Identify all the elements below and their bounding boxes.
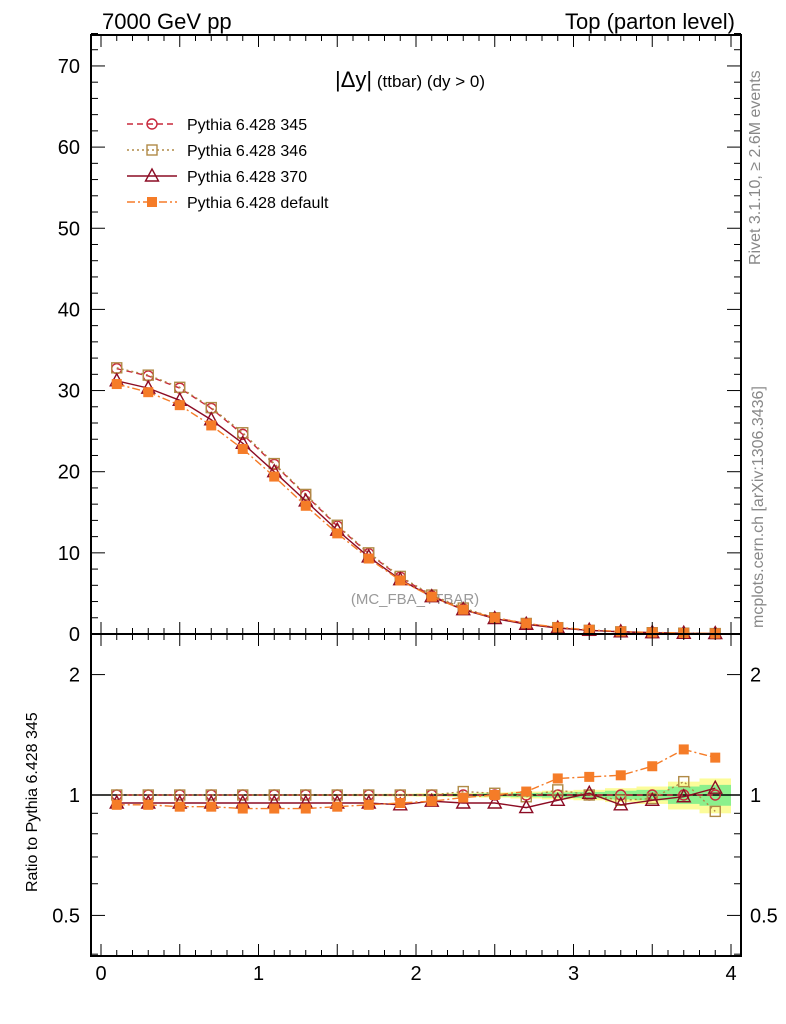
data-point	[144, 167, 160, 182]
data-point	[332, 801, 343, 812]
data-point	[300, 803, 311, 814]
data-point	[426, 591, 437, 602]
y-tick-label-main: 40	[58, 299, 80, 321]
x-tick-label: 1	[253, 963, 264, 985]
data-point	[174, 789, 186, 801]
rivet-version-label: Rivet 3.1.10, ≥ 2.6M events	[747, 70, 764, 265]
data-point	[458, 792, 469, 803]
x-tick-label: 0	[95, 963, 106, 985]
y-tick-label-main: 50	[58, 218, 80, 240]
y-tick-label-ratio-right: 2	[750, 665, 761, 687]
y-tick-label-ratio: 0.5	[52, 905, 80, 927]
data-point	[458, 604, 469, 615]
y-tick-label-main: 20	[58, 462, 80, 484]
y-tick-label-main: 0	[69, 624, 80, 646]
data-point	[363, 553, 374, 564]
data-point	[146, 118, 158, 130]
data-point	[521, 618, 532, 629]
data-point	[550, 791, 566, 806]
data-point	[147, 197, 157, 207]
data-point	[426, 796, 437, 807]
data-point	[710, 752, 721, 763]
data-point	[707, 779, 723, 794]
series-line	[116, 787, 716, 809]
y-tick-label-main: 60	[58, 137, 80, 159]
data-point	[584, 771, 595, 782]
data-point	[613, 796, 629, 811]
y-tick-label-ratio: 2	[69, 665, 80, 687]
x-tick-label: 3	[568, 963, 579, 985]
x-tick-label: 2	[410, 963, 421, 985]
data-point	[487, 794, 503, 809]
data-point	[581, 784, 597, 799]
y-tick-label-ratio-right: 1	[750, 785, 761, 807]
mcplots-credit-label: mcplots.cern.ch [arXiv:1306.3436]	[750, 386, 767, 628]
header-right: Top (parton level)	[565, 9, 735, 34]
data-point	[237, 803, 248, 814]
data-point	[237, 789, 249, 801]
data-point	[552, 784, 564, 796]
data-point	[615, 770, 626, 781]
data-point	[678, 744, 689, 755]
data-point	[206, 420, 217, 431]
data-point	[268, 789, 280, 801]
data-point	[521, 786, 532, 797]
ratio-uncertainty-bands	[101, 778, 731, 814]
data-point	[489, 790, 500, 800]
data-point	[146, 144, 158, 156]
data-point	[647, 761, 658, 772]
legend-label: Pythia 6.428 default	[187, 195, 329, 212]
header-left: 7000 GeV pp	[102, 9, 232, 34]
x-tick-label: 4	[725, 963, 736, 985]
data-point	[395, 575, 406, 586]
data-point	[644, 791, 660, 806]
legend-label: Pythia 6.428 345	[187, 117, 307, 134]
y-tick-label-main: 70	[58, 56, 80, 78]
y-tick-label-ratio-right: 0.5	[750, 905, 778, 927]
data-point	[518, 799, 534, 814]
data-point	[269, 803, 280, 814]
plot-title-main: |Δy|	[335, 67, 372, 92]
plot-title-sub: (ttbar) (dy > 0)	[372, 72, 485, 91]
data-point	[111, 799, 122, 810]
data-point	[363, 799, 374, 810]
y-tick-label-main: 10	[58, 543, 80, 565]
data-point	[143, 387, 154, 398]
data-point	[205, 789, 217, 801]
data-point	[269, 471, 280, 482]
data-point	[709, 805, 721, 818]
y-tick-label-main: 30	[58, 381, 80, 403]
legend-label: Pythia 6.428 346	[187, 143, 307, 160]
data-point	[174, 400, 185, 411]
data-point	[300, 488, 312, 501]
data-point	[552, 773, 563, 784]
data-point	[395, 797, 406, 808]
data-point	[206, 801, 217, 812]
plot-title: |Δy| (ttbar) (dy > 0)	[335, 67, 485, 92]
data-point	[489, 612, 500, 623]
data-point	[174, 801, 185, 812]
y-tick-label-ratio: 1	[69, 785, 80, 807]
legend-label: Pythia 6.428 370	[187, 169, 307, 186]
data-point	[143, 799, 154, 810]
ratio-series	[109, 744, 723, 818]
data-point	[332, 528, 343, 539]
data-point	[678, 775, 690, 788]
ratio-ylabel: Ratio to Pythia 6.428 345	[24, 712, 41, 892]
data-point	[300, 500, 311, 511]
data-point	[111, 379, 122, 390]
data-point	[331, 789, 343, 801]
data-point	[268, 457, 280, 470]
data-point	[300, 789, 312, 801]
data-point	[676, 788, 692, 803]
legend: Pythia 6.428 345 Pythia 6.428 346 Pythia 6…	[127, 117, 329, 212]
series-line	[116, 383, 716, 635]
series-line	[116, 748, 716, 810]
data-point	[709, 789, 721, 801]
data-point	[237, 443, 248, 454]
